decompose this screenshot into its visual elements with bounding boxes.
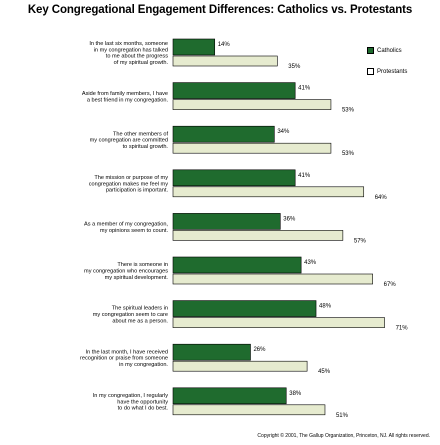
bar-catholics xyxy=(172,82,296,99)
bar-catholics xyxy=(172,169,296,187)
bar-protestants xyxy=(172,230,344,241)
category-label-line: to me about the progress xyxy=(106,54,168,60)
bar-protestants xyxy=(172,186,365,198)
bar-protestants xyxy=(172,142,332,154)
legend-label-catholics: Catholics xyxy=(377,47,402,54)
category-label-line: my congregation who encourages xyxy=(84,269,168,275)
category-label-line: As a member of my congregation, xyxy=(84,222,168,228)
data-label-catholics: 41% xyxy=(298,173,311,179)
category-label-line: In the last six months, someone xyxy=(89,41,168,47)
category-label-line: In the last month, I have received xyxy=(86,349,168,355)
data-label-protestants: 57% xyxy=(354,238,367,244)
category-label-line: There is someone in xyxy=(117,262,168,268)
bar-catholics xyxy=(172,387,287,405)
data-label-catholics: 36% xyxy=(283,216,296,222)
category-label: In the last six months, someone in my con… xyxy=(89,41,168,66)
category-label-line: The other members of xyxy=(113,131,168,137)
legend-item-catholics: Catholics xyxy=(367,47,402,54)
category-label-line: In my congregation, I regularly xyxy=(93,393,168,399)
category-label-line: to do what I do best. xyxy=(118,406,169,412)
legend-swatch-catholics xyxy=(367,47,374,54)
copyright-notice: Copyright © 2001, The Gallup Organizatio… xyxy=(257,433,430,439)
category-label: In the last month, I have received recogn… xyxy=(80,349,168,368)
data-label-catholics: 48% xyxy=(319,304,332,310)
bar-protestants xyxy=(172,317,385,328)
legend-label-protestants: Protestants xyxy=(377,68,408,75)
category-label-line: The mission or purpose of my xyxy=(94,175,168,181)
category-label-line: about me as a person. xyxy=(112,319,168,325)
category-label-line: a best friend in my congregation. xyxy=(87,97,169,103)
data-label-catholics: 41% xyxy=(298,86,311,92)
bar-catholics xyxy=(172,213,281,230)
category-label-line: have the opportunity xyxy=(117,399,168,405)
category-label-line: in my congregation has talked xyxy=(94,47,168,53)
category-label-line: my congregation seem to care xyxy=(93,312,168,318)
bar-protestants xyxy=(172,404,326,416)
bar-protestants xyxy=(172,55,278,67)
bar-protestants xyxy=(172,360,308,372)
category-label: In my congregation, I regularly have the … xyxy=(93,393,169,412)
data-label-catholics: 38% xyxy=(289,391,302,397)
category-label-line: of my spiritual growth. xyxy=(114,60,169,66)
category-label: Aside from family members, I have a best … xyxy=(82,91,169,103)
category-label-line: The spiritual leaders in xyxy=(112,306,168,312)
data-label-protestants: 51% xyxy=(336,413,349,419)
category-label-line: to spiritual growth. xyxy=(123,144,169,150)
data-label-protestants: 45% xyxy=(318,369,331,375)
data-label-catholics: 14% xyxy=(218,42,231,48)
category-label: There is someone in my congregation who e… xyxy=(84,262,168,281)
data-label-protestants: 67% xyxy=(384,282,397,288)
legend-item-protestants: Protestants xyxy=(367,68,407,75)
bar-protestants xyxy=(172,99,332,110)
category-label-line: participation is important. xyxy=(106,188,169,194)
category-label: The spiritual leaders in my congregation … xyxy=(93,306,169,325)
bar-catholics xyxy=(172,343,251,361)
category-label-line: congregation makes me feel my xyxy=(89,181,168,187)
bar-protestants xyxy=(172,273,373,285)
category-label: The mission or purpose of my congregation… xyxy=(89,175,169,194)
category-label-line: my spiritual development. xyxy=(105,275,169,281)
chart-title: Key Congregational Engagement Difference… xyxy=(27,4,413,16)
category-label-line: recognition or praise from someone xyxy=(80,356,168,362)
data-label-protestants: 53% xyxy=(342,108,355,114)
data-label-protestants: 64% xyxy=(375,195,388,201)
bar-catholics xyxy=(172,38,216,56)
data-label-catholics: 26% xyxy=(253,347,266,353)
category-label-line: my congregation are committed xyxy=(90,138,168,144)
category-label-line: Aside from family members, I have xyxy=(82,91,168,97)
category-label-line: my opinions seem to count. xyxy=(100,228,169,234)
legend-swatch-protestants xyxy=(367,68,374,75)
data-label-protestants: 71% xyxy=(396,326,409,332)
category-label: As a member of my congregation, my opinio… xyxy=(84,222,168,234)
category-label-line: in my congregation. xyxy=(119,362,168,368)
category-label: The other members of my congregation are … xyxy=(90,131,169,150)
data-label-protestants: 53% xyxy=(342,151,355,157)
data-label-protestants: 35% xyxy=(288,64,301,70)
bar-catholics xyxy=(172,256,302,274)
data-label-catholics: 34% xyxy=(277,129,290,135)
bar-catholics xyxy=(172,300,317,317)
bar-catholics xyxy=(172,125,275,143)
data-label-catholics: 43% xyxy=(304,260,317,266)
